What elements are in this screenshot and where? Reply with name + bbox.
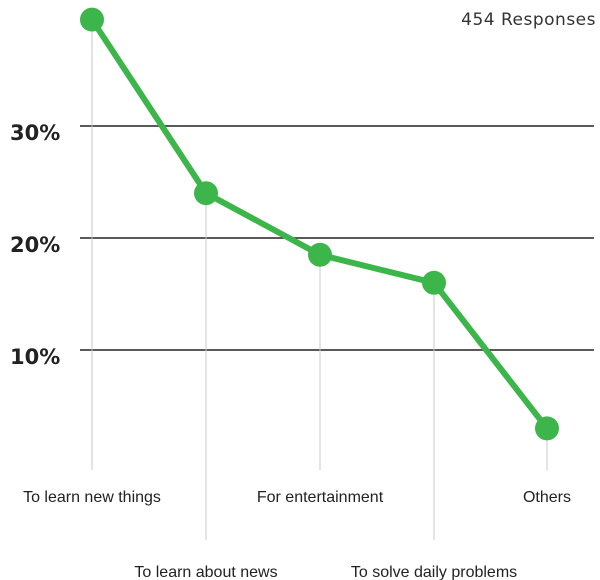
x-tick-label: To learn new things: [23, 489, 161, 506]
x-tick-label: To solve daily problems: [351, 564, 517, 580]
x-tick-label: Others: [523, 489, 571, 506]
stem-layer: [91, 19, 548, 540]
points-layer: [80, 7, 559, 441]
data-point: [535, 416, 559, 441]
y-tick-label: 10%: [10, 345, 60, 369]
data-point: [194, 181, 218, 206]
x-axis-labels: To learn new things To learn about news Fo…: [23, 489, 571, 580]
y-tick-label: 30%: [10, 121, 60, 145]
grid-layer: [80, 125, 594, 351]
responses-count: 454 Responses: [461, 10, 596, 30]
data-point: [80, 7, 104, 32]
data-point: [422, 270, 446, 295]
x-tick-label: To learn about news: [134, 564, 277, 580]
data-point: [308, 242, 332, 267]
y-axis-ticks: 10% 20% 30%: [10, 121, 60, 369]
y-tick-label: 20%: [10, 233, 60, 257]
x-tick-label: For entertainment: [257, 489, 384, 506]
